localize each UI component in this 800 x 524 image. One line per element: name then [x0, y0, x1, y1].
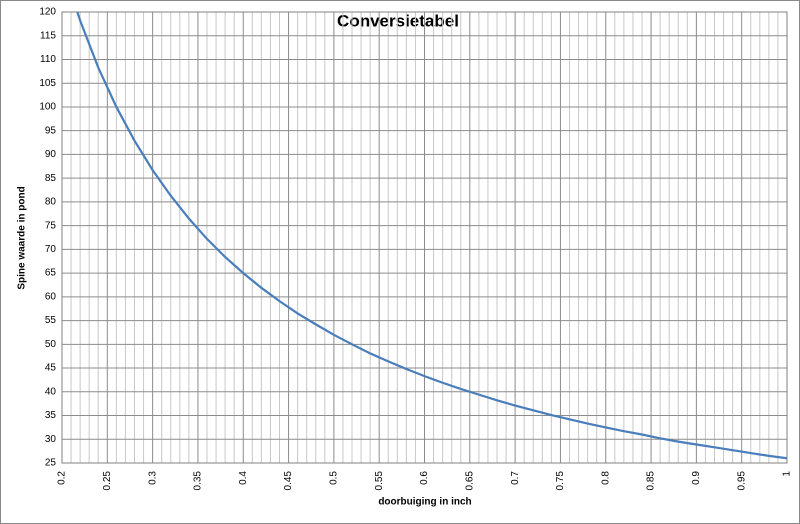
y-tick-label: 30 [45, 434, 57, 445]
y-tick-label: 115 [40, 30, 56, 41]
y-tick-label: 35 [45, 410, 57, 421]
x-tick-label: 0.25 [102, 471, 113, 491]
x-tick-label: 0.5 [329, 471, 340, 485]
x-tick-label: 0.65 [464, 471, 475, 491]
y-tick-label: 95 [45, 125, 57, 136]
x-tick-label: 0.95 [736, 471, 747, 491]
x-tick-label: 0.9 [691, 471, 702, 485]
y-tick-label: 110 [40, 54, 56, 65]
plot-border [61, 11, 788, 464]
y-tick-label: 80 [45, 197, 57, 208]
y-tick-label: 105 [39, 78, 56, 89]
x-tick-label: 0.45 [283, 471, 294, 491]
x-tick-label: 0.7 [510, 471, 521, 485]
x-tick-label: 0.3 [147, 471, 158, 485]
y-tick-label: 60 [45, 291, 57, 302]
y-tick-label: 75 [45, 220, 57, 231]
x-tick-label: 0.35 [193, 471, 204, 491]
y-tick-label: 120 [39, 7, 56, 18]
y-tick-label: 50 [45, 339, 57, 350]
x-tick-label: 0.2 [57, 471, 68, 485]
x-axis-title: doorbuiging in inch [378, 497, 471, 508]
x-tick-label: 1 [782, 471, 793, 477]
y-tick-label: 100 [39, 102, 56, 113]
y-axis-title: Spine waarde in pond [17, 186, 28, 289]
y-tick-label: 65 [45, 268, 57, 279]
y-tick-label: 85 [45, 173, 57, 184]
x-tick-label: 0.8 [600, 471, 611, 485]
x-tick-label: 0.55 [374, 471, 385, 491]
x-tick-label: 0.85 [646, 471, 657, 491]
y-tick-label: 70 [45, 244, 57, 255]
x-tick-label: 0.75 [555, 471, 566, 491]
y-tick-label: 45 [45, 363, 57, 374]
y-tick-label: 55 [45, 315, 57, 326]
y-tick-label: 90 [45, 149, 57, 160]
line-series [76, 12, 787, 460]
x-tick-label: 0.4 [238, 471, 249, 485]
x-tick-label: 0.6 [419, 471, 430, 485]
y-tick-label: 25 [45, 458, 57, 469]
chart-title: Conversietabel [337, 11, 459, 30]
y-tick-label: 40 [45, 386, 57, 397]
